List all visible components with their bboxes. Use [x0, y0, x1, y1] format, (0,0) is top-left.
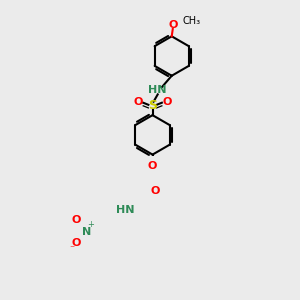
Text: ⁻: ⁻: [70, 244, 75, 254]
Text: HN: HN: [116, 205, 135, 215]
Text: S: S: [148, 99, 157, 112]
Text: O: O: [72, 238, 81, 248]
Text: CH₃: CH₃: [182, 16, 200, 26]
Text: O: O: [148, 161, 157, 171]
Text: O: O: [133, 97, 143, 107]
Text: O: O: [150, 186, 160, 196]
Text: N: N: [82, 227, 91, 237]
Text: O: O: [168, 20, 177, 30]
Text: HN: HN: [148, 85, 167, 95]
Text: O: O: [162, 97, 172, 107]
Text: +: +: [87, 220, 94, 229]
Text: O: O: [72, 215, 81, 226]
